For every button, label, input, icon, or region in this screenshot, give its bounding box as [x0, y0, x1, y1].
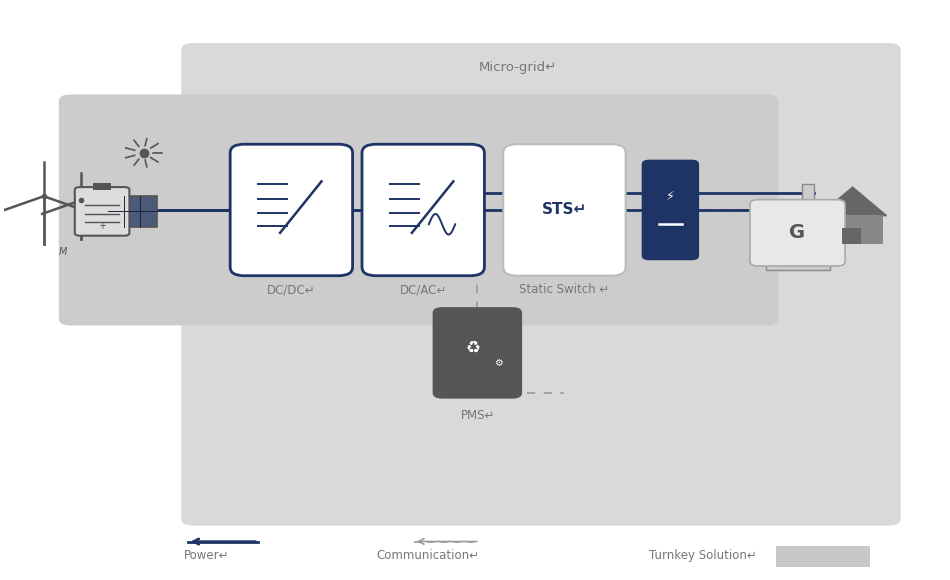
FancyBboxPatch shape — [432, 307, 522, 398]
FancyBboxPatch shape — [750, 200, 846, 266]
Text: STS↵: STS↵ — [542, 202, 587, 218]
FancyBboxPatch shape — [59, 95, 778, 325]
Text: PMS↵: PMS↵ — [461, 409, 495, 422]
Text: M: M — [58, 247, 66, 257]
Polygon shape — [819, 187, 886, 216]
Text: ♻: ♻ — [466, 338, 480, 356]
Text: Turnkey Solution↵: Turnkey Solution↵ — [649, 549, 757, 563]
FancyBboxPatch shape — [75, 187, 129, 235]
Text: ⚙: ⚙ — [494, 358, 503, 368]
Text: DC/DC↵: DC/DC↵ — [267, 284, 315, 296]
Text: DC/AC↵: DC/AC↵ — [400, 284, 446, 296]
Bar — [776, 546, 870, 567]
Text: Communication↵: Communication↵ — [376, 549, 480, 563]
Bar — [802, 184, 813, 204]
Text: Static Switch ↵: Static Switch ↵ — [520, 284, 610, 296]
Bar — [93, 183, 111, 190]
Text: Micro-grid↵: Micro-grid↵ — [478, 60, 557, 74]
FancyBboxPatch shape — [504, 144, 626, 276]
FancyBboxPatch shape — [230, 144, 352, 276]
Bar — [822, 215, 884, 244]
Text: Power↵: Power↵ — [184, 549, 229, 563]
Bar — [766, 263, 829, 270]
FancyBboxPatch shape — [181, 43, 901, 525]
Text: ⚡: ⚡ — [666, 189, 674, 202]
Text: +: + — [98, 222, 106, 231]
Bar — [843, 229, 862, 244]
Bar — [107, 195, 157, 227]
Text: G: G — [789, 223, 806, 242]
FancyBboxPatch shape — [362, 144, 484, 276]
FancyBboxPatch shape — [641, 160, 699, 260]
